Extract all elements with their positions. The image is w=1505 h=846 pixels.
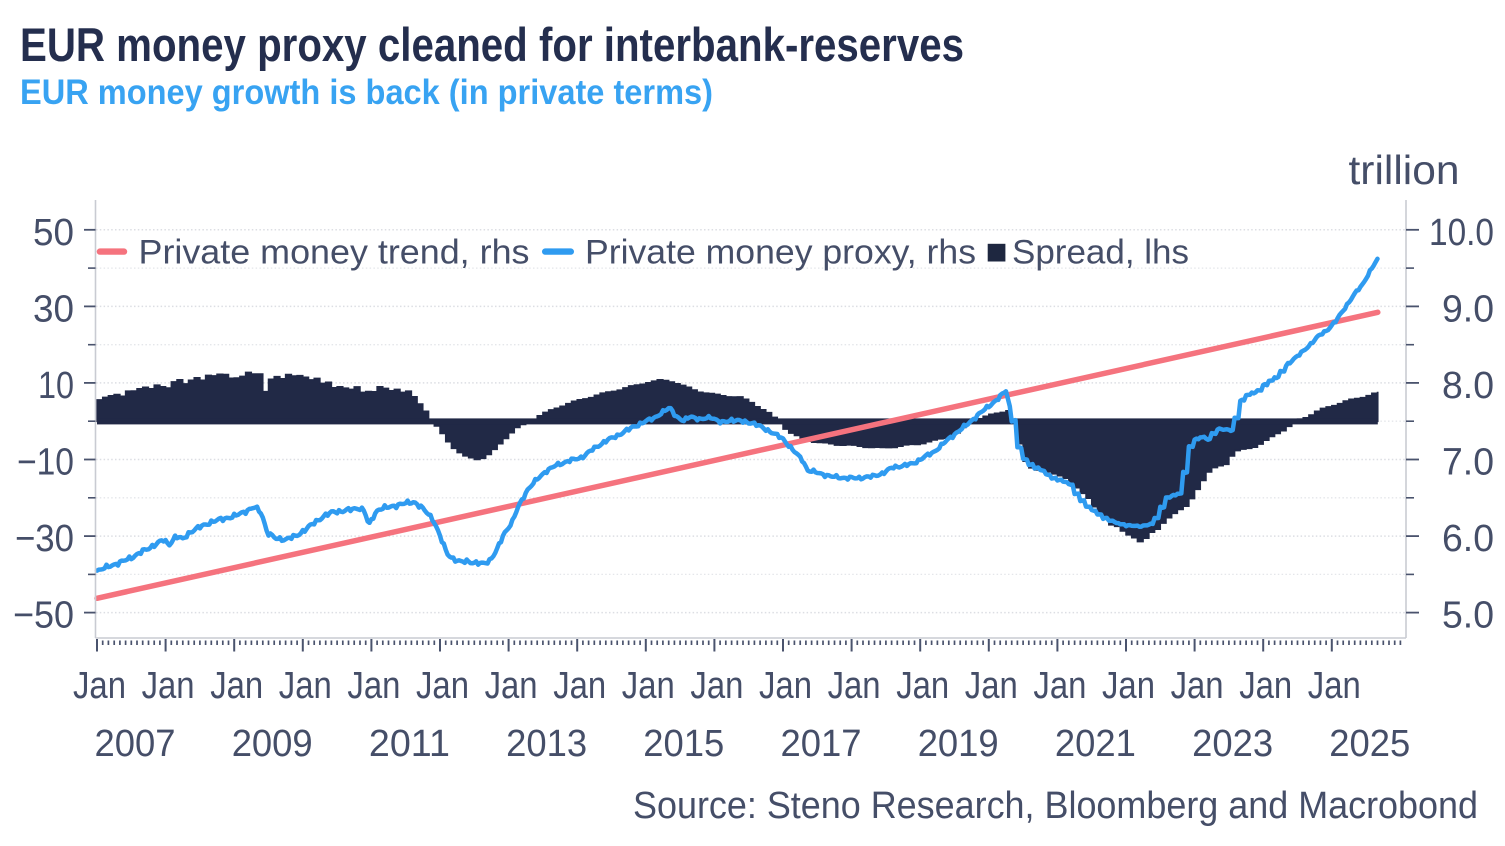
svg-text:trillion: trillion xyxy=(1349,147,1460,193)
svg-text:7.0: 7.0 xyxy=(1442,442,1494,484)
svg-text:Jan: Jan xyxy=(210,665,263,707)
svg-text:Jan: Jan xyxy=(279,665,332,707)
svg-text:6.0: 6.0 xyxy=(1442,518,1494,560)
svg-text:EUR money proxy cleaned for in: EUR money proxy cleaned for interbank-re… xyxy=(20,18,964,71)
svg-text:2009: 2009 xyxy=(232,723,313,765)
svg-text:Private money trend, rhs: Private money trend, rhs xyxy=(139,234,530,272)
svg-text:Jan: Jan xyxy=(965,665,1018,707)
svg-text:−50: −50 xyxy=(13,595,74,637)
svg-text:Jan: Jan xyxy=(347,665,400,707)
svg-text:Jan: Jan xyxy=(622,665,675,707)
svg-text:Private money proxy, rhs: Private money proxy, rhs xyxy=(585,234,976,272)
svg-text:Jan: Jan xyxy=(553,665,606,707)
svg-text:Jan: Jan xyxy=(1239,665,1292,707)
svg-text:2013: 2013 xyxy=(506,723,587,765)
svg-text:2015: 2015 xyxy=(643,723,724,765)
svg-text:Spread, lhs: Spread, lhs xyxy=(1012,234,1189,272)
svg-text:Jan: Jan xyxy=(1308,665,1361,707)
svg-text:2023: 2023 xyxy=(1192,723,1273,765)
svg-text:10: 10 xyxy=(38,365,74,407)
svg-text:Jan: Jan xyxy=(759,665,812,707)
svg-text:2021: 2021 xyxy=(1055,723,1136,765)
svg-text:9.0: 9.0 xyxy=(1442,288,1494,330)
svg-text:Jan: Jan xyxy=(73,665,126,707)
svg-text:2017: 2017 xyxy=(781,723,862,765)
svg-text:−10: −10 xyxy=(17,442,74,484)
svg-text:Jan: Jan xyxy=(828,665,881,707)
svg-text:Source: Steno Research, Bloomb: Source: Steno Research, Bloomberg and Ma… xyxy=(633,785,1478,827)
svg-text:Jan: Jan xyxy=(1033,665,1086,707)
svg-text:50: 50 xyxy=(33,212,74,254)
svg-text:Jan: Jan xyxy=(416,665,469,707)
svg-text:EUR money growth is back (in p: EUR money growth is back (in private ter… xyxy=(20,73,713,112)
svg-text:−30: −30 xyxy=(15,518,74,560)
svg-text:2025: 2025 xyxy=(1329,723,1410,765)
svg-text:8.0: 8.0 xyxy=(1442,365,1494,407)
svg-text:2019: 2019 xyxy=(918,723,999,765)
svg-text:10.0: 10.0 xyxy=(1429,212,1494,254)
svg-text:2007: 2007 xyxy=(95,723,176,765)
svg-text:Jan: Jan xyxy=(1171,665,1224,707)
svg-text:5.0: 5.0 xyxy=(1442,595,1494,637)
svg-text:Jan: Jan xyxy=(690,665,743,707)
svg-text:Jan: Jan xyxy=(485,665,538,707)
svg-text:30: 30 xyxy=(33,288,74,330)
svg-text:2011: 2011 xyxy=(369,723,450,765)
svg-text:Jan: Jan xyxy=(142,665,195,707)
svg-text:Jan: Jan xyxy=(896,665,949,707)
svg-text:Jan: Jan xyxy=(1102,665,1155,707)
